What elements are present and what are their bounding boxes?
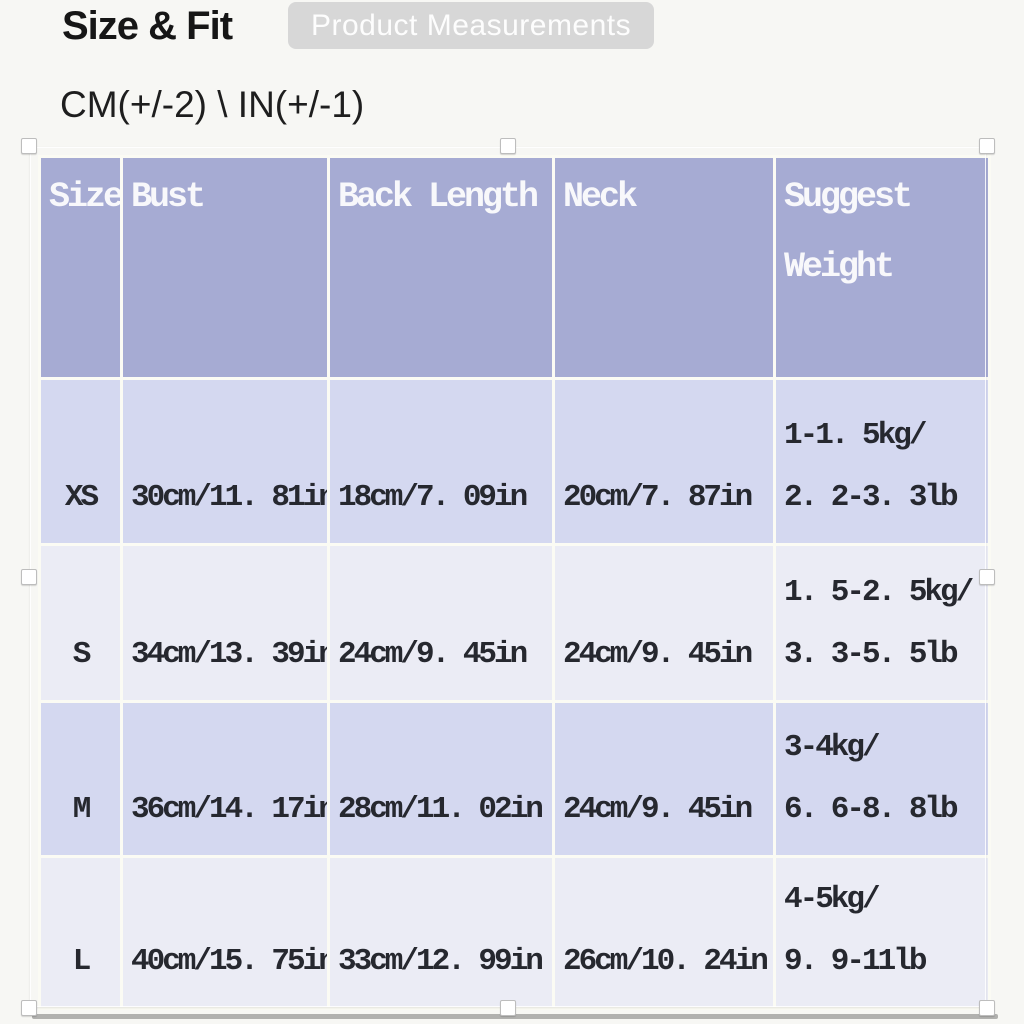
selection-handle-bottom-left[interactable] (21, 1000, 37, 1016)
selection-box (21, 138, 995, 1016)
cell-back-length: 24cm/9. 45in (327, 543, 555, 703)
selection-handle-bottom-center[interactable] (500, 1000, 516, 1016)
col-header-neck: Neck (552, 155, 776, 380)
weight-kg: 1. 5-2. 5kg/ (784, 575, 974, 610)
cell-bust: 34cm/13. 39in (120, 543, 330, 703)
weight-lb: 9. 9-11lb (784, 944, 927, 979)
cell-back-length: 18cm/7. 09in (327, 377, 555, 546)
table-row-m: M 36cm/14. 17in 28cm/11. 02in 24cm/9. 45… (38, 700, 991, 858)
selection-handle-top-center[interactable] (500, 138, 516, 154)
cell-suggest-weight: 1. 5-2. 5kg/ 3. 3-5. 5lb (773, 543, 991, 703)
cell-size: L (38, 855, 123, 1010)
selection-handle-top-right[interactable] (979, 138, 995, 154)
table-row-xs: XS 30cm/11. 81in 18cm/7. 09in 20cm/7. 87… (38, 377, 991, 546)
cell-bust: 36cm/14. 17in (120, 700, 330, 858)
cell-suggest-weight: 3-4kg/ 6. 6-8. 8lb (773, 700, 991, 858)
product-measurements-badge[interactable]: Product Measurements (288, 2, 655, 49)
selection-handle-bottom-right[interactable] (979, 1000, 995, 1016)
cell-neck: 20cm/7. 87in (552, 377, 776, 546)
cell-neck: 26cm/10. 24in (552, 855, 776, 1010)
col-header-back-length: Back Length (327, 155, 555, 380)
cell-suggest-weight: 1-1. 5kg/ 2. 2-3. 3lb (773, 377, 991, 546)
weight-kg: 1-1. 5kg/ (784, 418, 927, 453)
divider-line (32, 1014, 998, 1019)
cell-neck: 24cm/9. 45in (552, 543, 776, 703)
header-row: Size Bust Back Length Neck Suggest Weigh… (38, 155, 991, 380)
selection-handle-middle-right[interactable] (979, 569, 995, 585)
col-header-suggest-weight: Suggest Weight (773, 155, 991, 380)
cell-suggest-weight: 4-5kg/ 9. 9-11lb (773, 855, 991, 1010)
page-title: Size & Fit (62, 4, 233, 48)
cell-size: S (38, 543, 123, 703)
selection-handle-top-left[interactable] (21, 138, 37, 154)
cell-neck: 24cm/9. 45in (552, 700, 776, 858)
cell-back-length: 28cm/11. 02in (327, 700, 555, 858)
unit-tolerance-note: CM(+/-2) \ IN(+/-1) (60, 84, 365, 125)
table-row-l: L 40cm/15. 75in 33cm/12. 99in 26cm/10. 2… (38, 855, 991, 1010)
col-header-bust: Bust (120, 155, 330, 380)
cell-bust: 30cm/11. 81in (120, 377, 330, 546)
cell-size: XS (38, 377, 123, 546)
weight-lb: 6. 6-8. 8lb (784, 792, 959, 827)
size-chart: Size Bust Back Length Neck Suggest Weigh… (38, 155, 991, 1010)
table-row-s: S 34cm/13. 39in 24cm/9. 45in 24cm/9. 45i… (38, 543, 991, 703)
cell-back-length: 33cm/12. 99in (327, 855, 555, 1010)
cell-bust: 40cm/15. 75in (120, 855, 330, 1010)
weight-kg: 4-5kg/ (784, 882, 881, 917)
weight-lb: 2. 2-3. 3lb (784, 480, 959, 515)
cell-size: M (38, 700, 123, 858)
weight-lb: 3. 3-5. 5lb (784, 637, 959, 672)
selection-handle-middle-left[interactable] (21, 569, 37, 585)
weight-kg: 3-4kg/ (784, 730, 881, 765)
col-header-size: Size (38, 155, 123, 380)
size-chart-table: Size Bust Back Length Neck Suggest Weigh… (38, 155, 991, 1010)
